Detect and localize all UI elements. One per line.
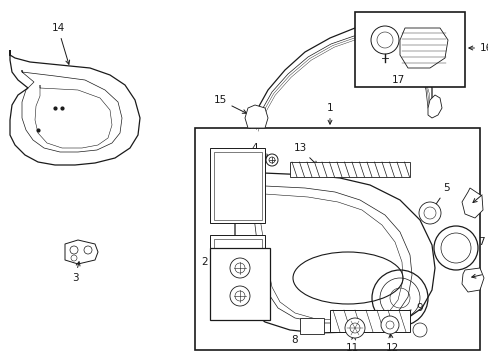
Bar xyxy=(214,152,262,220)
Bar xyxy=(209,148,264,223)
Bar xyxy=(289,162,409,177)
Circle shape xyxy=(265,154,278,166)
Polygon shape xyxy=(427,95,441,118)
Bar xyxy=(195,128,479,350)
Bar xyxy=(299,318,324,334)
Circle shape xyxy=(229,286,249,306)
Polygon shape xyxy=(10,50,140,165)
Polygon shape xyxy=(65,240,98,264)
Text: 9: 9 xyxy=(378,303,423,318)
Circle shape xyxy=(418,202,440,224)
Bar xyxy=(214,239,262,302)
Circle shape xyxy=(370,26,398,54)
Text: 5: 5 xyxy=(431,183,449,210)
Bar xyxy=(329,310,409,332)
Text: 3: 3 xyxy=(72,262,80,283)
Text: 8: 8 xyxy=(291,328,308,345)
Circle shape xyxy=(345,318,364,338)
Circle shape xyxy=(412,323,426,337)
Polygon shape xyxy=(461,268,483,292)
Text: 12: 12 xyxy=(385,334,398,353)
Text: 2: 2 xyxy=(201,257,236,270)
Text: 11: 11 xyxy=(345,336,358,353)
Text: 13: 13 xyxy=(293,143,317,165)
Text: 6: 6 xyxy=(472,183,488,203)
Bar xyxy=(354,12,464,87)
Text: 7: 7 xyxy=(459,237,484,248)
Polygon shape xyxy=(399,28,447,68)
Text: 16: 16 xyxy=(468,43,488,53)
Text: 4: 4 xyxy=(251,143,268,158)
Circle shape xyxy=(229,258,249,278)
Bar xyxy=(209,248,269,320)
Polygon shape xyxy=(461,188,482,218)
Text: 14: 14 xyxy=(51,23,69,64)
Text: 10: 10 xyxy=(471,267,488,278)
Polygon shape xyxy=(244,105,267,128)
Text: 15: 15 xyxy=(213,95,246,113)
Circle shape xyxy=(433,226,477,270)
Circle shape xyxy=(380,316,398,334)
Bar xyxy=(209,235,264,305)
Text: 1: 1 xyxy=(326,103,333,124)
Text: 17: 17 xyxy=(390,75,404,85)
